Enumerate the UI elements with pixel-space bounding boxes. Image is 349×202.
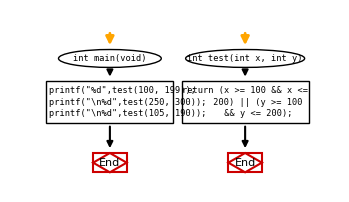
Text: printf("%d",test(100, 199));
printf("\n%d",test(250, 300));
printf("\n%d",test(1: printf("%d",test(100, 199)); printf("\n%…: [49, 86, 207, 118]
Text: int main(void): int main(void): [73, 54, 147, 63]
Text: int test(int x, int y): int test(int x, int y): [187, 54, 303, 63]
Ellipse shape: [59, 49, 161, 67]
Bar: [228, 153, 262, 172]
Bar: [93, 153, 127, 172]
Polygon shape: [93, 153, 127, 172]
Text: End: End: [235, 158, 256, 168]
Bar: [181, 81, 309, 123]
Bar: [46, 81, 173, 123]
Ellipse shape: [186, 49, 305, 67]
Text: End: End: [99, 158, 120, 168]
Text: return (x >= 100 && x <=
     200) || (y >= 100
     && y <= 200);: return (x >= 100 && x <= 200) || (y >= 1…: [182, 86, 308, 118]
Polygon shape: [228, 153, 262, 172]
